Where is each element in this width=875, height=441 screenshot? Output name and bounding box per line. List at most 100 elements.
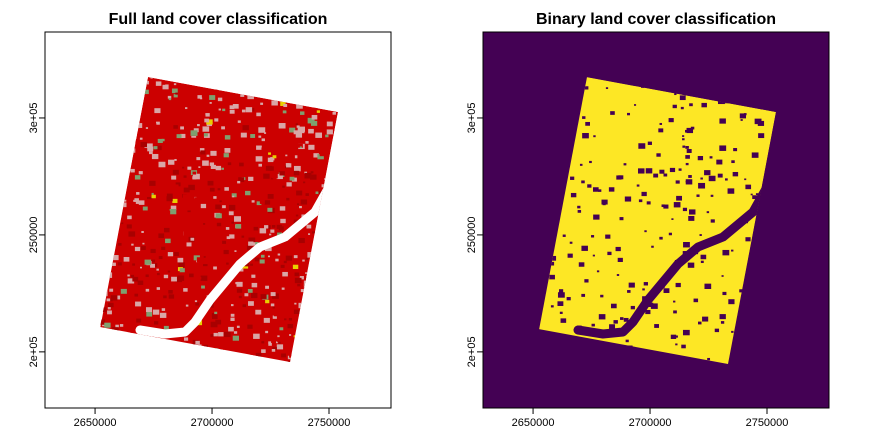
raster-cell [240,147,248,153]
raster-cell [204,218,212,224]
raster-cell [240,357,244,361]
raster-cell [185,207,189,211]
raster-cell [217,80,221,84]
raster-cell [238,188,243,192]
raster-cell [311,316,315,319]
raster-cell [117,194,123,199]
raster-cell [250,268,253,271]
raster-cell [264,200,271,205]
raster-cell [104,95,111,101]
raster-cell [271,173,278,179]
raster-cell [224,148,231,153]
raster-cell [325,278,332,283]
raster-cell [100,307,107,313]
raster-cell [277,337,284,343]
raster-cell [329,191,336,196]
raster-cell [116,163,122,168]
raster-cell [310,171,314,174]
raster-cell [557,301,564,306]
raster-cell [265,330,269,334]
raster-cell [307,252,315,258]
raster-cell [570,192,577,198]
raster-cell [322,368,326,371]
raster-cell [263,256,268,260]
raster-cell [151,194,156,199]
raster-cell [97,137,99,139]
raster-cell [605,87,609,90]
raster-cell [108,302,114,308]
raster-cell [212,370,218,375]
raster-cell [224,187,229,191]
raster-cell [229,105,235,110]
raster-cell [663,204,669,209]
raster-cell [337,202,338,206]
raster-cell [180,133,186,139]
raster-cell [280,87,283,90]
raster-cell [175,92,178,95]
raster-cell [331,293,337,297]
raster-cell [126,347,133,352]
raster-cell [103,207,111,213]
raster-cell [299,146,302,149]
raster-cell [101,90,108,95]
raster-cell [332,83,336,86]
raster-cell [152,322,157,327]
raster-cell [323,369,325,371]
raster-cell [293,309,300,314]
raster-cell [623,163,627,166]
raster-cell [209,82,215,87]
raster-cell [110,253,113,255]
raster-cell [218,332,224,337]
raster-cell [286,182,292,187]
raster-cell [203,256,206,258]
raster-cell [265,299,270,304]
raster-cell [200,150,206,155]
raster-cell [198,99,202,102]
raster-cell [98,276,100,278]
raster-cell [234,250,237,252]
raster-cell [166,196,173,202]
raster-cell [112,213,119,219]
raster-cell [327,85,334,91]
raster-cell [247,324,253,329]
raster-cell [727,188,735,194]
raster-cell [241,235,245,238]
raster-cell [178,262,185,268]
raster-cell [316,85,322,90]
raster-cell [324,85,328,89]
raster-cell [234,216,241,222]
raster-cell [100,139,105,144]
raster-cell [253,317,256,320]
plot-frame [44,31,392,409]
raster-cell [337,98,338,101]
raster-cell [199,77,204,80]
raster-cell [549,261,555,266]
raster-cell [101,83,106,88]
raster-cell [227,162,232,166]
raster-cell [165,238,171,244]
raster-cell [343,304,348,308]
raster-cell [107,310,112,315]
raster-cell [130,168,135,173]
raster-cell [130,194,137,200]
raster-cell [318,345,322,349]
raster-cell [123,199,127,202]
raster-cell [343,240,348,244]
raster-cell [300,199,308,205]
raster-cell [167,270,171,273]
raster-cell [122,168,126,171]
raster-cell [209,187,215,192]
raster-cell [258,135,262,138]
raster-cell [259,199,265,204]
raster-cell [270,292,276,297]
raster-cell [107,332,113,338]
raster-cell [168,72,171,75]
raster-cell [218,108,221,111]
raster-cell [184,107,190,112]
raster-cell [161,246,166,251]
raster-cell [167,95,172,99]
raster-cell [221,167,224,170]
x-tick-label: 2750000 [308,417,351,429]
x-tick-label: 2650000 [74,417,117,429]
raster-cell [268,342,272,346]
